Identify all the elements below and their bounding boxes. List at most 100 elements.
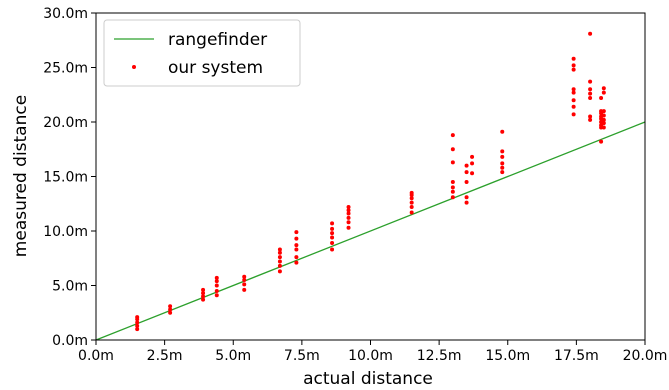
data-point — [330, 221, 335, 226]
data-point — [571, 67, 576, 72]
data-point — [500, 161, 505, 166]
data-point — [201, 294, 206, 299]
data-point — [588, 79, 593, 84]
data-point — [135, 320, 140, 325]
data-point — [588, 117, 593, 122]
x-tick-label: 0.0m — [78, 348, 114, 364]
data-point — [601, 90, 606, 95]
data-point — [409, 205, 414, 210]
data-point — [168, 310, 173, 315]
series-line-rangefinder — [95, 121, 646, 341]
data-point — [599, 139, 604, 144]
data-point — [294, 255, 299, 260]
data-point — [500, 154, 505, 159]
data-point — [330, 231, 335, 236]
y-tick-label: 30.0m — [43, 6, 88, 22]
x-tick-label: 17.5m — [554, 348, 599, 364]
data-point — [330, 226, 335, 231]
data-point — [168, 304, 173, 309]
data-point — [214, 288, 219, 293]
y-tick-label: 5.0m — [52, 279, 88, 295]
data-point — [294, 230, 299, 235]
data-point — [500, 129, 505, 134]
data-point — [571, 104, 576, 109]
data-point — [409, 210, 414, 215]
data-point — [464, 163, 469, 168]
legend-box — [103, 19, 301, 87]
data-point — [500, 170, 505, 175]
data-point — [201, 291, 206, 296]
data-point — [346, 208, 351, 213]
data-point — [599, 109, 604, 114]
data-point — [214, 283, 219, 288]
data-point — [450, 179, 455, 184]
y-tick-label: 10.0m — [43, 224, 88, 240]
data-point — [346, 205, 351, 210]
y-axis-label: measured distance — [11, 95, 31, 257]
data-point — [294, 247, 299, 252]
data-point — [601, 117, 606, 122]
data-point — [409, 190, 414, 195]
data-point — [346, 220, 351, 225]
tick-layer: 0.0m 2.5m 5.0m 7.5m 10.0m 12.5m 15.0m 17.5m 20.0… — [43, 6, 667, 364]
y-tick-label: 20.0m — [43, 115, 88, 131]
data-point — [346, 215, 351, 220]
data-point — [242, 278, 247, 283]
data-point — [330, 240, 335, 245]
data-point — [409, 200, 414, 205]
y-tick-label: 15.0m — [43, 170, 88, 186]
data-point — [500, 165, 505, 170]
data-point — [214, 293, 219, 298]
data-point — [135, 315, 140, 320]
data-point — [242, 282, 247, 287]
y-tick-label: 25.0m — [43, 61, 88, 77]
data-point — [588, 31, 593, 36]
data-point — [409, 196, 414, 201]
data-point — [601, 121, 606, 126]
data-point — [588, 91, 593, 96]
data-point — [464, 179, 469, 184]
data-point — [500, 149, 505, 154]
data-point — [464, 195, 469, 200]
data-point — [201, 287, 206, 292]
data-point — [201, 297, 206, 302]
data-point — [464, 170, 469, 175]
data-point — [294, 260, 299, 265]
data-point — [601, 86, 606, 91]
data-point — [464, 200, 469, 205]
plot-area — [95, 31, 646, 341]
data-point — [588, 96, 593, 101]
x-axis-label: actual distance — [303, 369, 433, 389]
data-point — [588, 87, 593, 92]
data-point — [277, 247, 282, 252]
data-point — [242, 287, 247, 292]
data-point — [450, 160, 455, 165]
data-point — [450, 133, 455, 138]
x-tick-label: 2.5m — [147, 348, 183, 364]
data-point — [214, 275, 219, 280]
data-point — [135, 327, 140, 332]
data-point — [470, 154, 475, 159]
data-point — [168, 307, 173, 312]
data-point — [277, 269, 282, 274]
axes-frame — [95, 12, 646, 341]
data-point — [294, 243, 299, 248]
data-point — [601, 109, 606, 114]
data-point — [571, 112, 576, 117]
x-tick-label: 7.5m — [284, 348, 320, 364]
data-point — [277, 250, 282, 255]
data-point — [277, 259, 282, 264]
data-point — [242, 274, 247, 279]
x-tick-label: 10.0m — [348, 348, 393, 364]
data-point — [330, 235, 335, 240]
legend: rangefinder our system — [103, 19, 301, 87]
data-point — [277, 263, 282, 268]
x-tick-label: 5.0m — [215, 348, 251, 364]
data-point — [571, 90, 576, 95]
data-point — [470, 171, 475, 176]
data-point — [450, 189, 455, 194]
data-point — [470, 161, 475, 166]
data-point — [571, 56, 576, 61]
y-tick-label: 0.0m — [52, 333, 88, 349]
data-point — [601, 113, 606, 118]
